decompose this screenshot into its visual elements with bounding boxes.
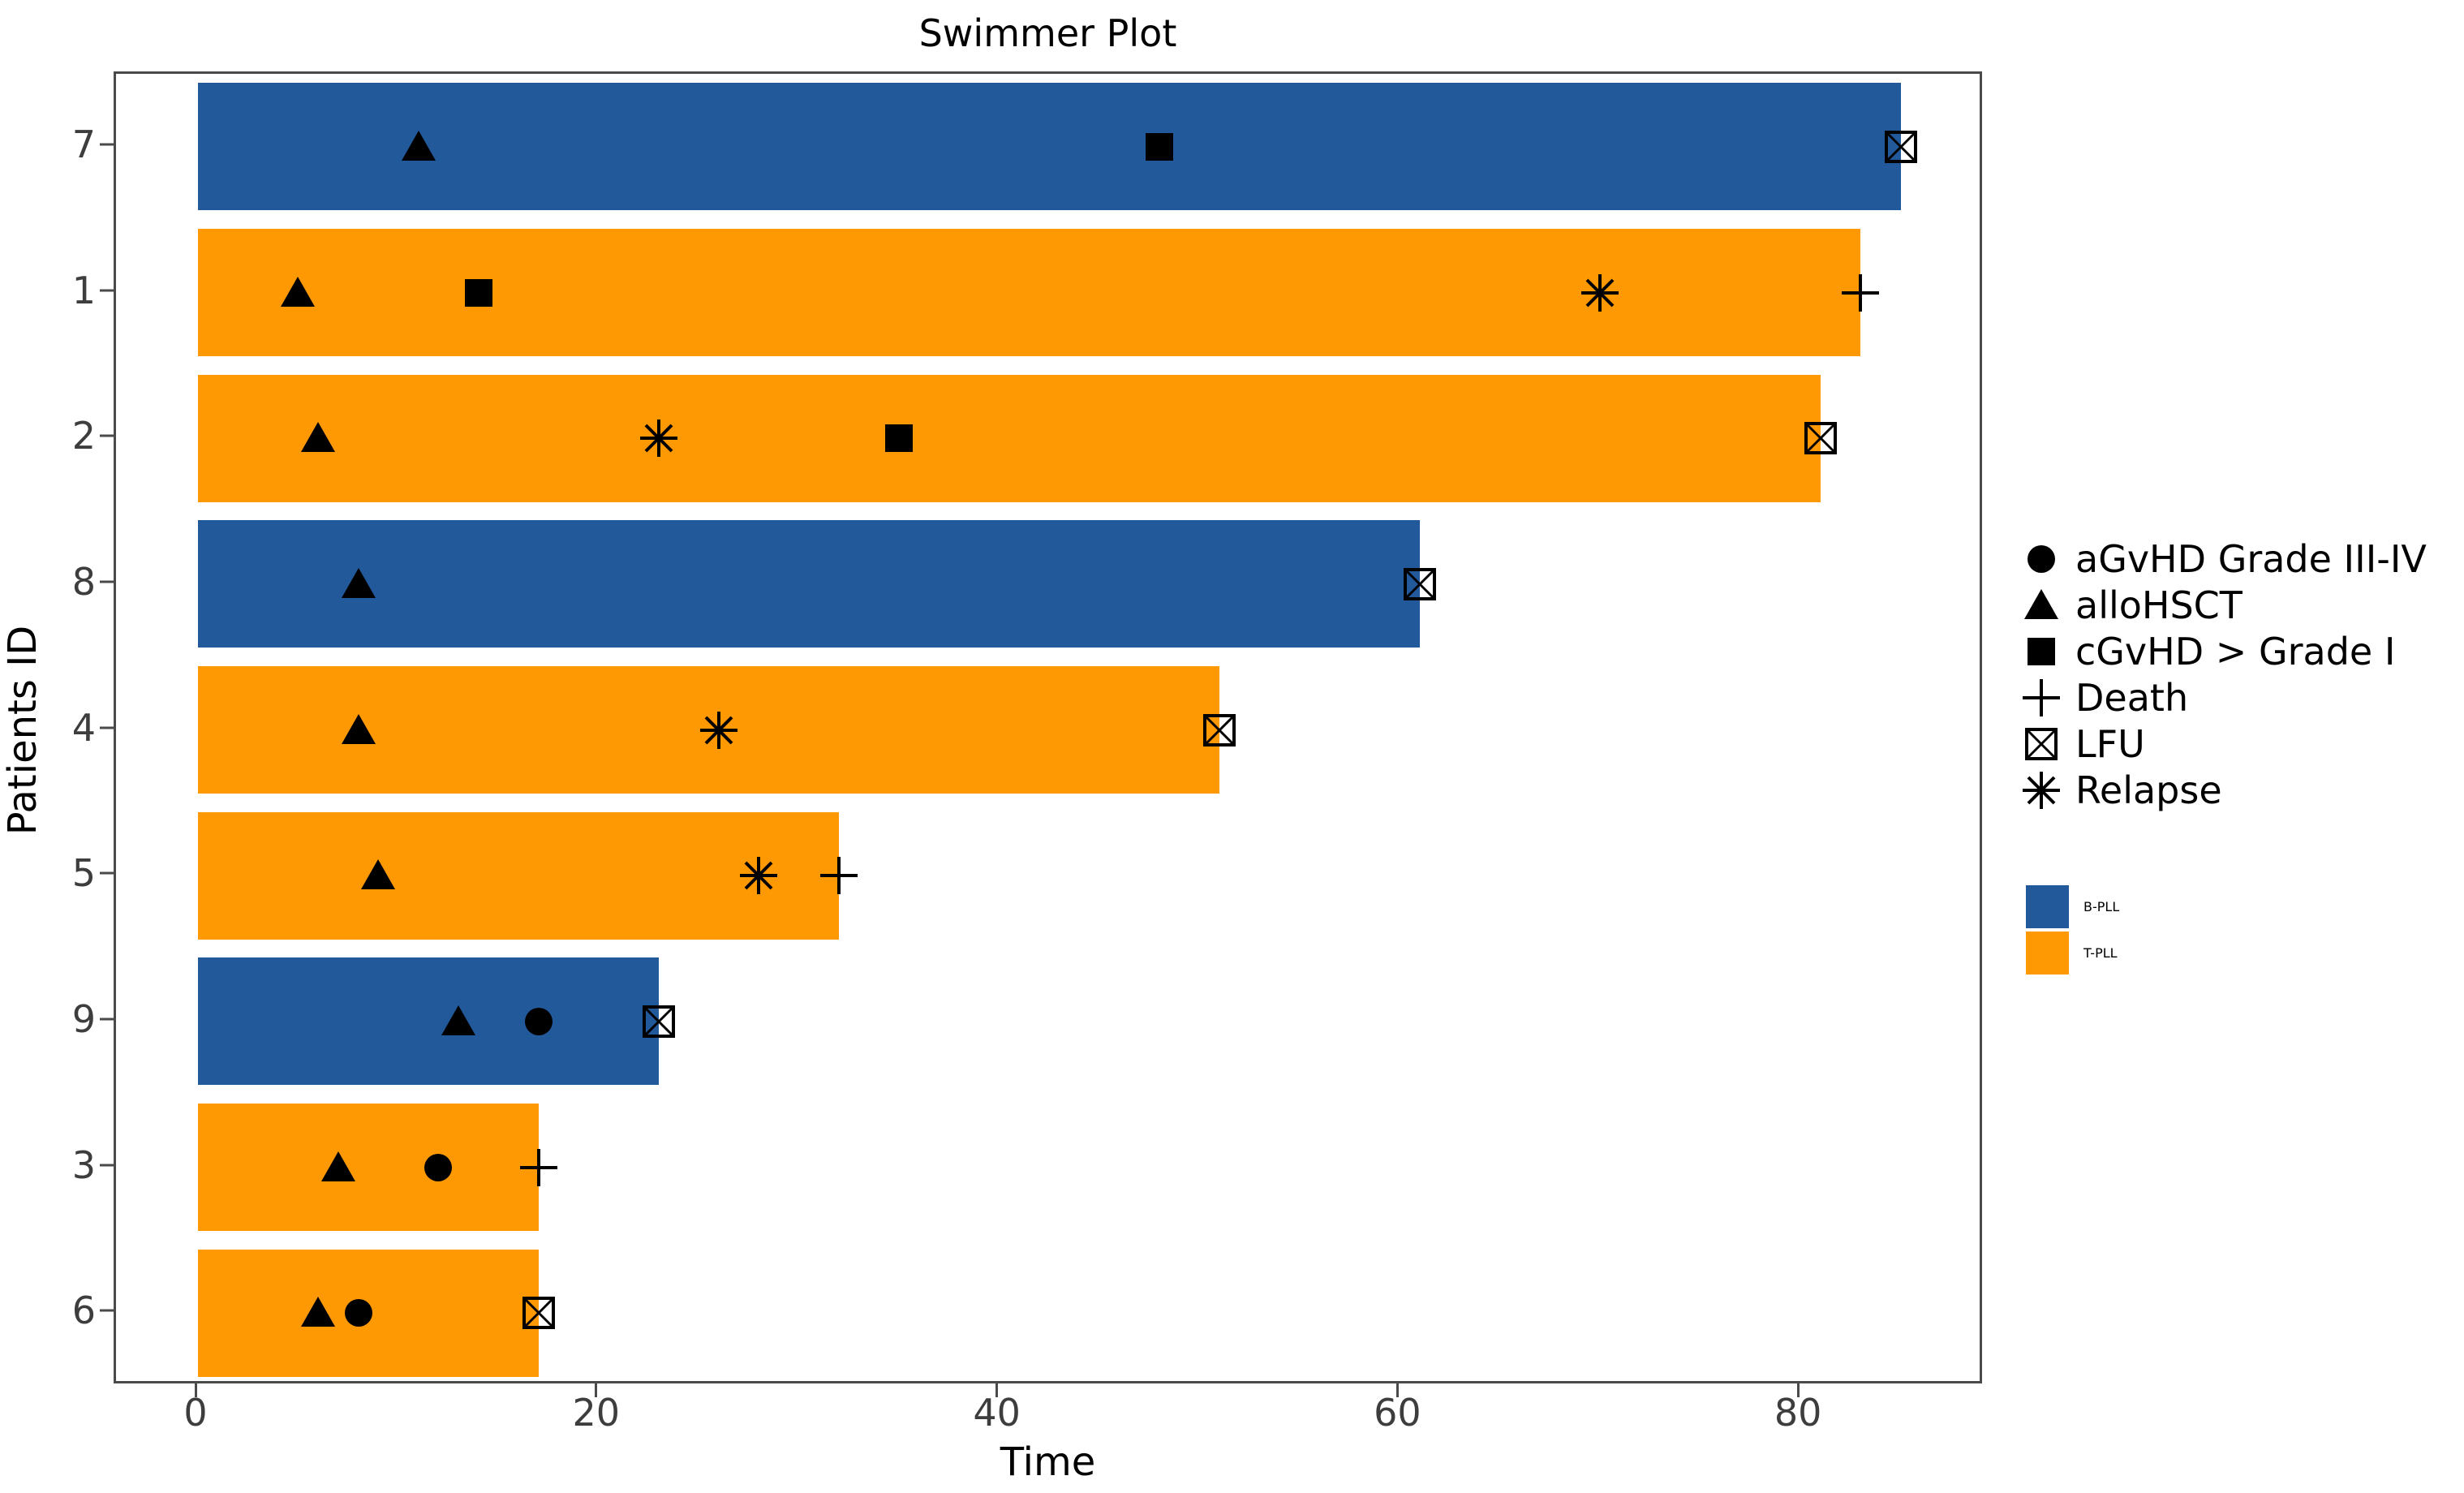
event-marker-asterisk-patient-5 <box>739 856 778 895</box>
color-swatch <box>2026 932 2069 975</box>
y-tick-label-patient-6: 6 <box>71 1289 96 1333</box>
y-tick-label-patient-7: 7 <box>71 122 96 166</box>
event-marker-triangle-patient-2 <box>299 419 338 458</box>
event-marker-circle-patient-3 <box>419 1148 458 1187</box>
legend-item-triangle: alloHSCT <box>2022 582 2427 628</box>
event-marker-triangle-patient-8 <box>339 565 378 604</box>
legend-item-circle: aGvHD Grade III-IV <box>2022 536 2427 582</box>
x-tick-mark-80 <box>1796 1383 1800 1397</box>
asterisk-icon <box>2022 771 2061 810</box>
event-marker-boxed-x-patient-9 <box>639 1002 678 1041</box>
legend-item-boxed-x: LFU <box>2022 721 2427 767</box>
y-tick-mark <box>100 871 114 875</box>
event-marker-triangle-patient-1 <box>278 273 317 312</box>
legend-label: B-PLL <box>2083 899 2120 914</box>
legend-item-group-B-PLL: B-PLL <box>2026 884 2119 930</box>
legend-label: aGvHD Grade III-IV <box>2075 536 2427 581</box>
event-marker-asterisk-patient-4 <box>699 711 738 750</box>
event-marker-square-patient-7 <box>1140 127 1179 166</box>
swimmer-bar-patient-2 <box>198 374 1821 502</box>
y-tick-mark <box>100 1018 114 1021</box>
event-marker-circle-patient-6 <box>339 1293 378 1332</box>
y-axis-title: Patients ID <box>0 625 45 836</box>
x-tick-label-80: 80 <box>1774 1391 1822 1435</box>
event-marker-plus-patient-5 <box>819 856 858 895</box>
circle-icon <box>2022 540 2061 579</box>
legend-item-plus: Death <box>2022 674 2427 721</box>
legend-label: cGvHD > Grade I <box>2075 629 2396 673</box>
swimmer-bar-patient-5 <box>198 811 840 940</box>
legend-label: Death <box>2075 675 2189 720</box>
y-tick-mark <box>100 726 114 729</box>
y-tick-mark <box>100 1164 114 1166</box>
swimmer-bar-patient-3 <box>198 1104 539 1231</box>
x-axis-title: Time <box>1000 1439 1096 1485</box>
legend-label: Relapse <box>2075 768 2222 812</box>
event-marker-asterisk-patient-1 <box>1580 273 1619 312</box>
square-icon <box>2022 632 2061 671</box>
event-marker-boxed-x-patient-2 <box>1801 419 1840 458</box>
x-tick-label-60: 60 <box>1374 1391 1421 1435</box>
y-tick-mark <box>100 289 114 291</box>
y-tick-label-patient-8: 8 <box>71 559 96 604</box>
event-marker-boxed-x-patient-4 <box>1200 711 1239 750</box>
y-tick-label-patient-5: 5 <box>71 851 96 896</box>
triangle-icon <box>2022 586 2061 625</box>
legend-item-asterisk: Relapse <box>2022 767 2427 813</box>
event-marker-plus-patient-3 <box>519 1148 558 1187</box>
event-marker-square-patient-1 <box>459 273 498 312</box>
event-marker-triangle-patient-5 <box>359 856 398 895</box>
legend-label: alloHSCT <box>2075 583 2243 627</box>
swimmer-bar-patient-8 <box>198 520 1421 648</box>
legend-item-square: cGvHD > Grade I <box>2022 628 2427 674</box>
event-marker-legend: aGvHD Grade III-IV alloHSCT cGvHD > Grade … <box>2022 536 2427 813</box>
x-tick-label-40: 40 <box>973 1391 1021 1435</box>
event-marker-triangle-patient-7 <box>399 127 438 166</box>
color-swatch <box>2026 885 2069 928</box>
plot-panel <box>114 71 1982 1383</box>
event-marker-triangle-patient-6 <box>299 1293 338 1332</box>
boxed-x-icon <box>2022 725 2061 764</box>
y-tick-mark <box>100 143 114 146</box>
event-marker-triangle-patient-9 <box>439 1002 478 1041</box>
x-tick-mark-60 <box>1395 1383 1399 1397</box>
event-marker-square-patient-2 <box>879 419 918 458</box>
x-tick-mark-40 <box>995 1383 999 1397</box>
y-tick-label-patient-4: 4 <box>71 705 96 750</box>
y-tick-label-patient-3: 3 <box>71 1142 96 1187</box>
x-tick-label-20: 20 <box>572 1391 621 1435</box>
y-tick-mark <box>100 1309 114 1312</box>
y-tick-label-patient-1: 1 <box>71 268 96 312</box>
y-tick-label-patient-2: 2 <box>71 414 96 458</box>
legend-item-group-T-PLL: T-PLL <box>2026 930 2119 976</box>
x-tick-mark-20 <box>595 1383 598 1397</box>
event-marker-circle-patient-9 <box>519 1002 558 1041</box>
y-tick-mark <box>100 434 114 437</box>
swimmer-bar-patient-7 <box>198 83 1901 211</box>
group-color-legend: B-PLL T-PLL <box>2026 884 2119 976</box>
y-tick-mark <box>100 580 114 583</box>
event-marker-boxed-x-patient-8 <box>1400 565 1439 604</box>
event-marker-boxed-x-patient-6 <box>519 1293 558 1332</box>
y-tick-label-patient-9: 9 <box>71 996 96 1041</box>
plus-icon <box>2022 678 2061 717</box>
x-tick-label-0: 0 <box>183 1391 208 1435</box>
event-marker-triangle-patient-3 <box>319 1148 358 1187</box>
event-marker-triangle-patient-4 <box>339 711 378 750</box>
legend-label: T-PLL <box>2083 945 2118 961</box>
chart-title: Swimmer Plot <box>918 11 1177 55</box>
legend-label: LFU <box>2075 721 2145 766</box>
event-marker-asterisk-patient-2 <box>639 419 678 458</box>
x-tick-mark-0 <box>194 1383 197 1397</box>
event-marker-boxed-x-patient-7 <box>1881 127 1920 166</box>
swimmer-bar-patient-9 <box>198 957 659 1086</box>
event-marker-plus-patient-1 <box>1841 273 1880 312</box>
